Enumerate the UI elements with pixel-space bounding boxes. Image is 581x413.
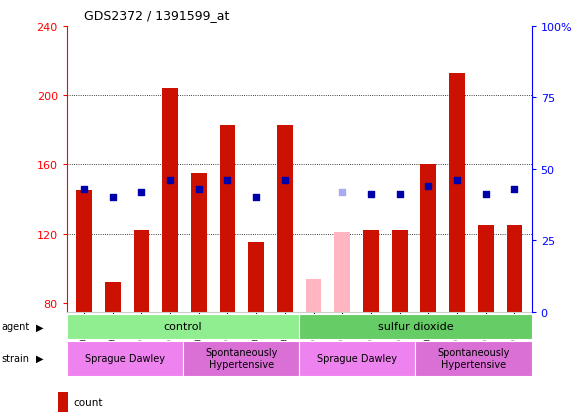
Point: [395, 192, 404, 198]
Bar: [105, 282, 121, 312]
Bar: [162, 89, 178, 312]
Bar: [183, 341, 299, 376]
Point: [223, 178, 232, 184]
Text: ▶: ▶: [36, 353, 44, 363]
Bar: [277, 125, 293, 312]
Bar: [58, 392, 68, 412]
Point: [108, 195, 117, 201]
Text: ▶: ▶: [36, 322, 44, 332]
Bar: [306, 279, 321, 312]
Text: count: count: [73, 397, 103, 407]
Point: [366, 192, 375, 198]
Point: [481, 192, 490, 198]
Text: Sprague Dawley: Sprague Dawley: [85, 353, 165, 363]
Text: strain: strain: [1, 353, 29, 363]
Text: Spontaneously
Hypertensive: Spontaneously Hypertensive: [205, 347, 277, 369]
Text: GDS2372 / 1391599_at: GDS2372 / 1391599_at: [84, 9, 229, 22]
Bar: [191, 173, 207, 312]
Bar: [67, 341, 183, 376]
Bar: [507, 225, 522, 312]
Bar: [299, 314, 532, 339]
Bar: [299, 341, 415, 376]
Text: Spontaneously
Hypertensive: Spontaneously Hypertensive: [437, 347, 510, 369]
Bar: [478, 225, 494, 312]
Point: [358, 367, 367, 374]
Text: Sprague Dawley: Sprague Dawley: [317, 353, 397, 363]
Bar: [76, 191, 92, 312]
Text: control: control: [164, 322, 202, 332]
Bar: [67, 314, 299, 339]
Point: [194, 186, 203, 192]
Bar: [248, 243, 264, 312]
Point: [453, 178, 462, 184]
Bar: [334, 233, 350, 312]
Bar: [392, 230, 407, 312]
Point: [252, 195, 261, 201]
Point: [280, 178, 289, 184]
Bar: [363, 230, 379, 312]
Point: [166, 178, 175, 184]
Point: [80, 186, 89, 192]
Bar: [415, 341, 532, 376]
Text: agent: agent: [1, 322, 30, 332]
Bar: [421, 165, 436, 312]
Bar: [134, 230, 149, 312]
Bar: [220, 125, 235, 312]
Bar: [449, 74, 465, 312]
Point: [424, 183, 433, 190]
Text: sulfur dioxide: sulfur dioxide: [378, 322, 453, 332]
Point: [510, 186, 519, 192]
Point: [137, 189, 146, 195]
Point: [338, 189, 347, 195]
